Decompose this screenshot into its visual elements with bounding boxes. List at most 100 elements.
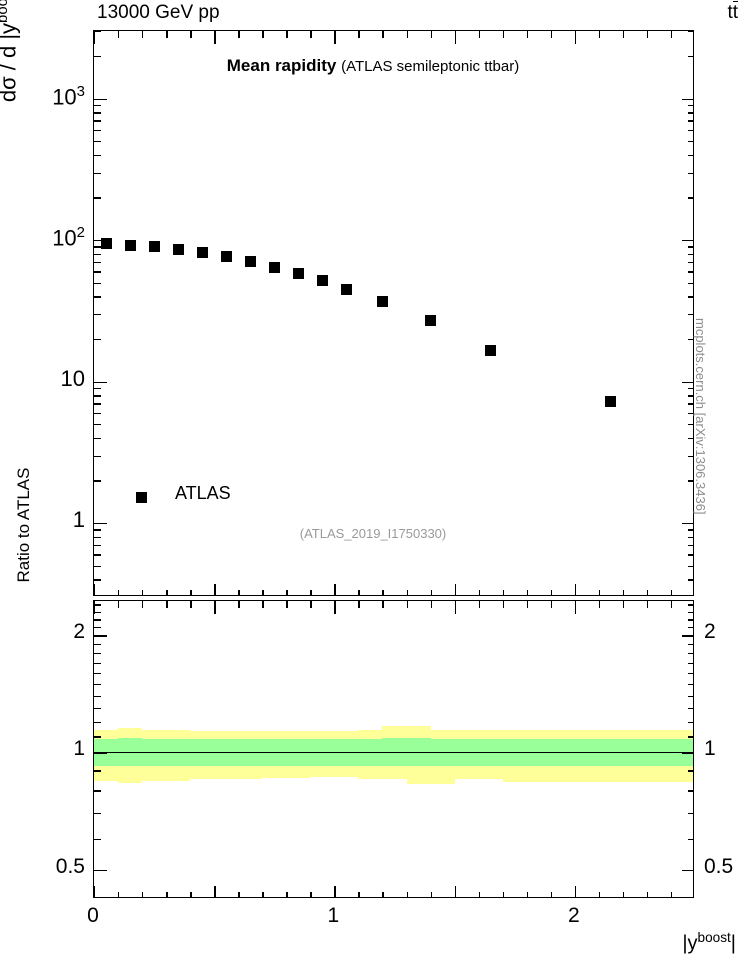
data-point-marker	[148, 240, 160, 252]
y-minor-tick	[94, 403, 101, 405]
ratio-reference-line	[94, 751, 693, 754]
ratio-y-minor-tick-right	[688, 627, 693, 629]
y-minor-tick-right	[688, 403, 693, 405]
ratio-x-major-tick-bottom	[574, 886, 577, 897]
y-minor-tick	[94, 31, 101, 33]
data-point-marker	[485, 345, 497, 357]
ratio-x-minor-tick-bottom	[478, 892, 481, 897]
y-axis-tick-label: 103	[52, 82, 85, 109]
ratio-x-major-tick-bottom	[454, 886, 456, 897]
ratio-y-major-tick-right	[682, 635, 693, 637]
ratio-y-minor-tick-right	[688, 662, 693, 665]
ratio-y-minor-tick-right	[688, 721, 693, 723]
y-minor-tick-right	[688, 544, 693, 547]
x-major-tick-bottom	[334, 584, 336, 595]
ratio-x-minor-tick-bottom	[526, 892, 529, 897]
main-plot-area	[94, 31, 693, 595]
ratio-y-minor-tick	[94, 683, 101, 686]
ratio-y-minor-tick	[94, 736, 101, 738]
ratio-x-minor-tick-top	[430, 601, 432, 608]
ratio-x-minor-tick-bottom	[262, 892, 264, 897]
x-minor-tick-top	[166, 31, 168, 38]
x-minor-tick-bottom	[646, 590, 649, 595]
y-minor-tick-right	[688, 172, 693, 174]
y-minor-tick	[94, 104, 101, 107]
x-minor-tick-top	[670, 31, 673, 38]
y-major-tick-right	[682, 381, 693, 383]
ratio-x-minor-tick-bottom	[166, 892, 168, 897]
y-minor-tick	[94, 154, 101, 157]
x-major-tick-top	[94, 31, 96, 44]
x-minor-tick-bottom	[118, 590, 120, 595]
data-point-marker	[100, 237, 112, 249]
ratio-x-minor-tick-top	[166, 601, 168, 608]
y-minor-tick	[94, 120, 101, 122]
ratio-y-minor-tick-right	[688, 695, 693, 697]
ratio-x-minor-tick-top	[382, 601, 384, 608]
x-major-tick-top	[214, 31, 216, 44]
ratio-y-minor-tick-right	[688, 736, 693, 738]
x-major-tick-bottom	[454, 584, 456, 595]
ratio-y-major-tick	[94, 869, 107, 871]
y-axis-tick-label: 102	[52, 224, 85, 251]
y-minor-tick	[94, 536, 101, 539]
legend-marker-atlas	[136, 492, 147, 503]
ratio-y-tick-label-right: 1	[704, 737, 716, 761]
data-point-marker	[376, 295, 388, 307]
x-minor-tick-top	[598, 31, 601, 38]
ratio-y-minor-tick-right	[688, 653, 693, 655]
source-watermark: mcplots.cern.ch [arXiv:1306.3436]	[693, 318, 708, 515]
x-minor-tick-top	[310, 31, 312, 38]
y-minor-tick-right	[688, 480, 693, 482]
ratio-y-minor-tick	[94, 627, 101, 629]
ratio-y-minor-tick	[94, 708, 101, 710]
y-minor-tick	[94, 455, 101, 457]
ratio-y-minor-tick-right	[688, 619, 693, 621]
ratio-y-minor-tick	[94, 672, 101, 675]
y-minor-tick-right	[688, 314, 693, 316]
ratio-y-minor-tick	[94, 721, 101, 723]
y-minor-tick-right	[688, 246, 693, 248]
ratio-y-minor-tick	[94, 653, 101, 655]
y-minor-tick-right	[688, 437, 693, 440]
y-minor-tick	[94, 480, 101, 482]
ratio-x-minor-tick-top	[118, 601, 120, 608]
ratio-x-major-tick-top	[334, 601, 336, 614]
ratio-y-minor-tick	[94, 695, 101, 697]
y-minor-tick-right	[688, 455, 693, 457]
y-minor-tick	[94, 271, 101, 273]
ratio-x-minor-tick-bottom	[502, 892, 505, 897]
ratio-x-minor-tick-top	[478, 601, 481, 608]
ratio-x-minor-tick-bottom	[190, 892, 192, 897]
legend-label-atlas: ATLAS	[175, 483, 231, 503]
tbar-symbol: t	[732, 1, 738, 23]
ratio-y-minor-tick	[94, 619, 101, 621]
ratio-y-minor-tick	[94, 790, 101, 792]
ratio-x-minor-tick-bottom	[646, 892, 649, 897]
x-minor-tick-bottom	[622, 590, 625, 595]
y-major-tick-right	[682, 523, 693, 525]
x-minor-tick-bottom	[502, 590, 505, 595]
ratio-x-minor-tick-bottom	[598, 892, 601, 897]
y-minor-tick-right	[688, 424, 693, 426]
x-minor-tick-bottom	[238, 590, 240, 595]
y-major-tick-right	[682, 240, 693, 242]
ratio-x-minor-tick-top	[358, 601, 360, 608]
ratio-x-major-tick-bottom	[334, 886, 336, 897]
y-minor-tick-right	[688, 55, 693, 58]
x-axis-title: |yboost|	[682, 930, 736, 955]
x-minor-tick-bottom	[598, 590, 601, 595]
x-minor-tick-top	[262, 31, 264, 38]
ratio-y-minor-tick-right	[688, 838, 693, 841]
y-minor-tick-right	[688, 104, 693, 107]
ratio-x-minor-tick-top	[526, 601, 529, 608]
x-minor-tick-top	[238, 31, 240, 38]
x-minor-tick-top	[118, 31, 120, 38]
ratio-y-minor-tick-right	[688, 708, 693, 710]
x-minor-tick-top	[622, 31, 625, 38]
ratio-x-minor-tick-bottom	[286, 892, 288, 897]
ratio-plot-frame	[93, 600, 694, 898]
ratio-x-minor-tick-top	[670, 601, 673, 608]
y-minor-tick	[94, 529, 101, 531]
